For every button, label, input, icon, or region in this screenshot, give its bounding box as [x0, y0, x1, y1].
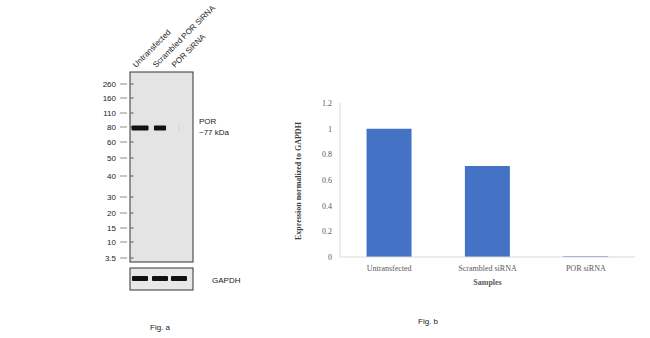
svg-text:80: 80	[107, 123, 116, 132]
svg-text:20: 20	[107, 209, 116, 218]
svg-text:260: 260	[103, 80, 117, 89]
svg-text:0.8: 0.8	[322, 150, 332, 159]
svg-text:Scrambled POR SiRNA: Scrambled POR SiRNA	[151, 3, 217, 69]
svg-text:Expression normalized to GAPDH: Expression normalized to GAPDH	[294, 121, 303, 240]
svg-text:60: 60	[107, 138, 116, 147]
svg-text:160: 160	[103, 94, 117, 103]
svg-text:POR: POR	[199, 117, 217, 126]
svg-text:POR SiRNA: POR SiRNA	[170, 32, 208, 70]
svg-text:110: 110	[103, 109, 116, 118]
svg-text:0: 0	[328, 253, 332, 262]
svg-text:~77 kDa: ~77 kDa	[199, 128, 230, 137]
svg-text:Fig. a: Fig. a	[150, 323, 171, 332]
svg-text:Samples: Samples	[473, 278, 501, 287]
svg-text:0.4: 0.4	[322, 202, 332, 211]
svg-text:1.2: 1.2	[322, 99, 332, 108]
svg-text:40: 40	[107, 172, 116, 181]
svg-text:30: 30	[107, 193, 116, 202]
svg-text:GAPDH: GAPDH	[212, 276, 241, 285]
svg-text:10: 10	[107, 238, 116, 247]
svg-text:Untransfected: Untransfected	[131, 27, 173, 70]
svg-text:3.5: 3.5	[105, 254, 117, 263]
svg-text:15: 15	[107, 224, 116, 233]
svg-text:Untransfected: Untransfected	[367, 264, 412, 273]
svg-text:Scrambled siRNA: Scrambled siRNA	[458, 264, 517, 273]
svg-text:POR siRNA: POR siRNA	[566, 264, 606, 273]
html-text:Fig. b: Fig. b	[418, 317, 438, 326]
svg-text:1: 1	[328, 125, 332, 134]
svg-text:0.2: 0.2	[322, 227, 332, 236]
svg-text:0.6: 0.6	[322, 176, 332, 185]
svg-text:50: 50	[107, 154, 116, 163]
